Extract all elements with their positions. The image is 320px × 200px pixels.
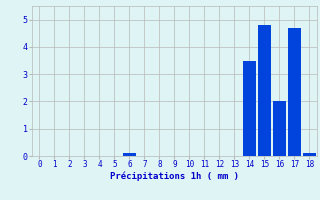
Bar: [288, 28, 301, 156]
Bar: [273, 101, 286, 156]
Bar: [123, 153, 136, 156]
Bar: [258, 25, 271, 156]
X-axis label: Précipitations 1h ( mm ): Précipitations 1h ( mm ): [110, 172, 239, 181]
Bar: [243, 61, 256, 156]
Bar: [303, 153, 316, 156]
